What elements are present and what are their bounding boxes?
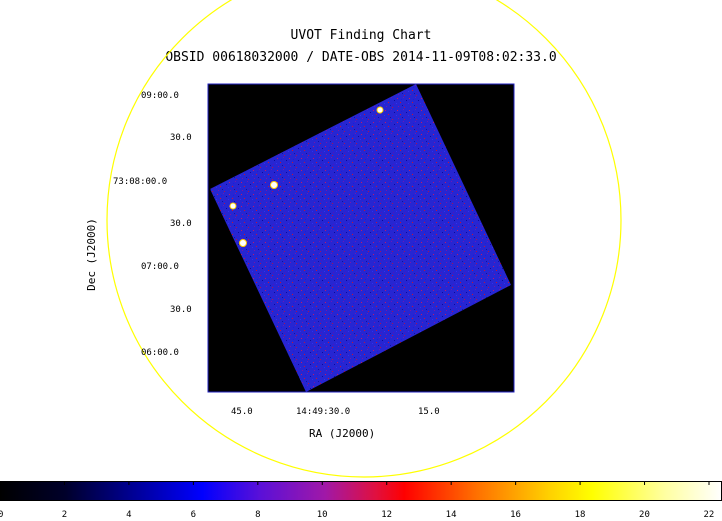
y-tick-3: 73:08:00.0 bbox=[113, 177, 168, 187]
y-tick-7: 06:00.0 bbox=[141, 348, 179, 358]
source-3 bbox=[229, 202, 237, 210]
y-tick-2: 30.0 bbox=[170, 133, 192, 143]
axes-box bbox=[207, 83, 515, 393]
source-1 bbox=[376, 106, 384, 114]
exposure-field bbox=[210, 84, 511, 392]
field-circle bbox=[106, 0, 622, 478]
source-4 bbox=[239, 239, 247, 247]
chart-title: UVOT Finding Chart bbox=[290, 28, 432, 43]
x-tick-1: 45.0 bbox=[231, 407, 253, 417]
x-axis-label: RA (J2000) bbox=[309, 427, 376, 440]
chart-subtitle: OBSID 00618032000 / DATE-OBS 2014-11-09T… bbox=[165, 50, 557, 65]
sources bbox=[229, 106, 384, 247]
colorbar-ticks bbox=[0, 481, 710, 485]
source-2 bbox=[270, 181, 278, 189]
y-tick-6: 30.0 bbox=[170, 305, 192, 315]
y-tick-1: 09:00.0 bbox=[141, 91, 179, 101]
x-tick-3: 15.0 bbox=[418, 407, 440, 417]
y-tick-4: 30.0 bbox=[170, 219, 192, 229]
x-tick-2: 14:49:30.0 bbox=[296, 407, 351, 417]
y-axis-label: Dec (J2000) bbox=[84, 218, 98, 291]
colorbar bbox=[0, 481, 722, 501]
y-tick-5: 07:00.0 bbox=[141, 262, 179, 272]
